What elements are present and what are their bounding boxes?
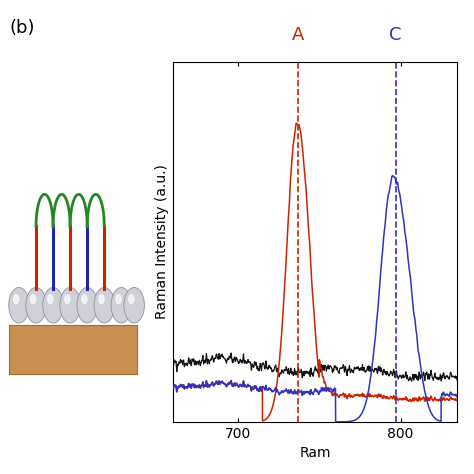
Circle shape — [65, 295, 70, 303]
Circle shape — [77, 288, 98, 323]
Circle shape — [43, 288, 64, 323]
Circle shape — [14, 295, 18, 303]
X-axis label: Ram: Ram — [300, 447, 331, 460]
Circle shape — [48, 295, 53, 303]
Circle shape — [94, 288, 115, 323]
FancyBboxPatch shape — [9, 325, 137, 374]
Text: A: A — [292, 26, 304, 44]
Text: C: C — [390, 26, 402, 44]
Circle shape — [9, 288, 29, 323]
Circle shape — [82, 295, 87, 303]
Circle shape — [116, 295, 121, 303]
Text: (b): (b) — [9, 19, 35, 37]
Circle shape — [129, 295, 134, 303]
Circle shape — [99, 295, 104, 303]
Circle shape — [111, 288, 132, 323]
Circle shape — [60, 288, 81, 323]
Circle shape — [124, 288, 145, 323]
Circle shape — [31, 295, 36, 303]
Y-axis label: Raman Intensity (a.u.): Raman Intensity (a.u.) — [155, 164, 169, 319]
Circle shape — [26, 288, 46, 323]
